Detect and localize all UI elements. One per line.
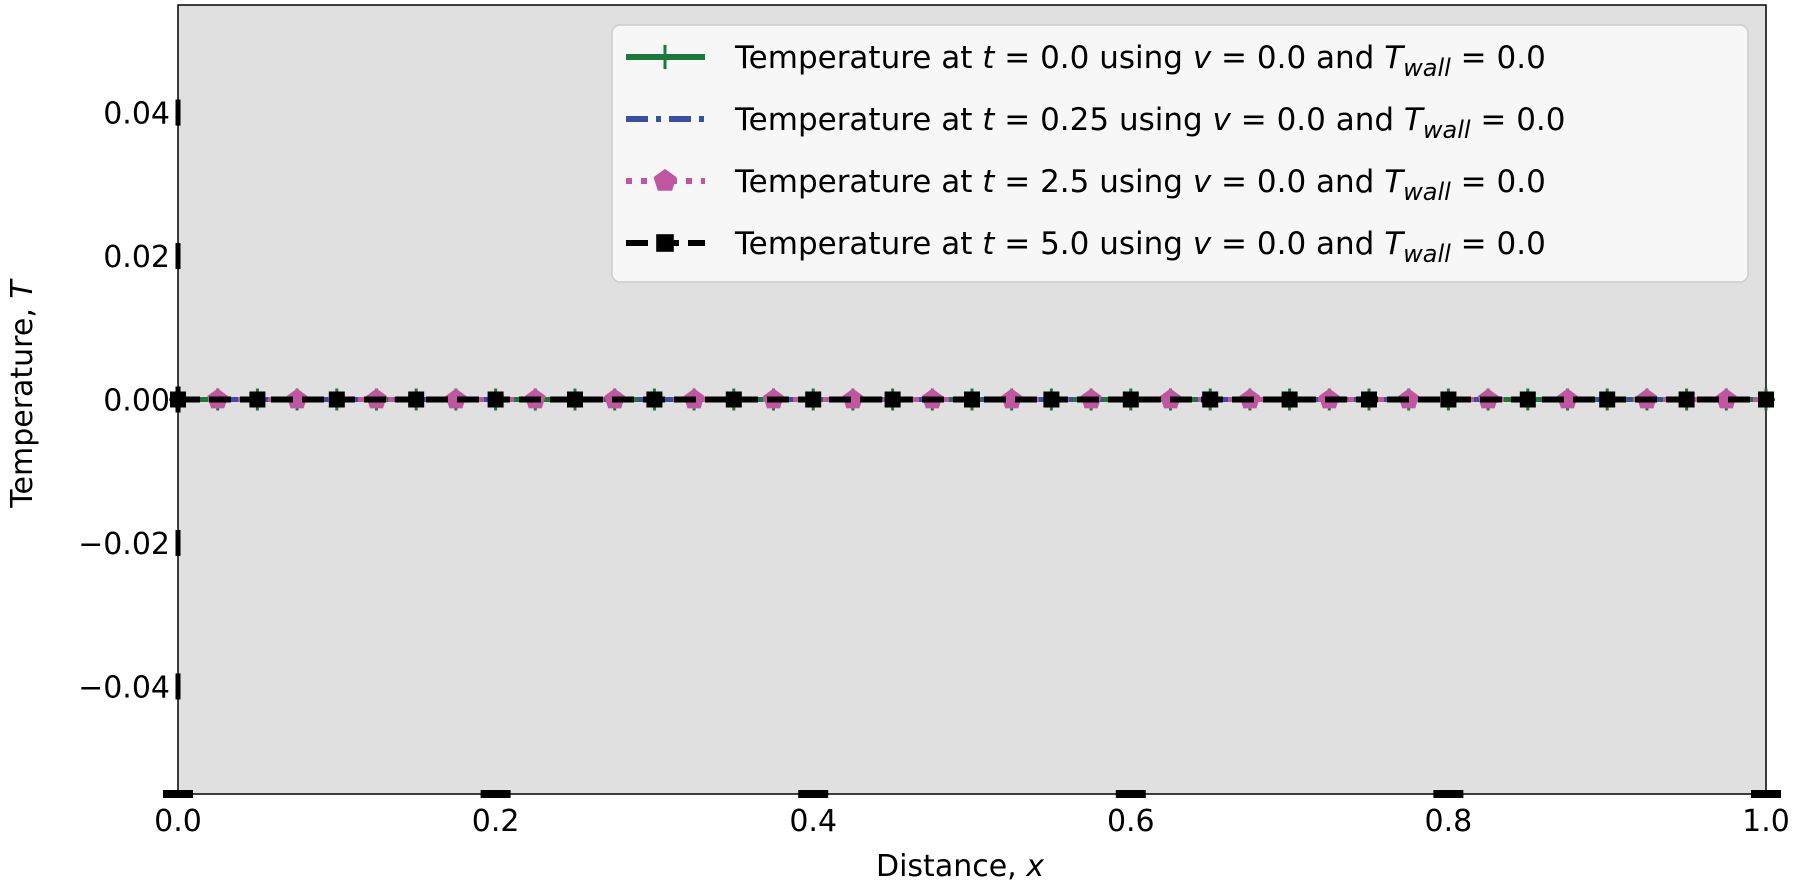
y-axis-label-variable: T — [5, 278, 40, 299]
y-tick-label-4: −0.04 — [78, 670, 170, 705]
series-4-point-32 — [1440, 391, 1457, 408]
legend-label-3: Temperature at t = 2.5 using v = 0.0 and… — [734, 164, 1546, 206]
legend-marker-1 — [655, 44, 675, 70]
series-4-point-40 — [1758, 391, 1774, 408]
legend-marker-3 — [653, 168, 677, 191]
legend-label-3-part-6: wall — [1403, 178, 1451, 206]
series-4-point-6 — [408, 391, 425, 408]
series-4-point-26 — [1202, 391, 1219, 408]
series-4-point-22 — [1043, 391, 1060, 408]
x-tick-label-1: 0.2 — [472, 804, 520, 839]
series-4 — [170, 391, 1774, 408]
legend-label-4-part-7: = 0.0 — [1451, 226, 1546, 262]
y-axis-label: Temperature, T — [5, 278, 40, 509]
legend-label-4-part-1: t — [982, 226, 996, 262]
x-tick-label-0: 0.0 — [154, 804, 202, 839]
legend-label-2-part-1: t — [982, 102, 996, 138]
legend-label-2-part-4: = 0.0 and — [1231, 102, 1404, 138]
legend-label-3-part-4: = 0.0 and — [1211, 164, 1384, 200]
legend-label-1-part-5: T — [1384, 40, 1405, 76]
x-tick-label-5: 1.0 — [1742, 804, 1790, 839]
y-tick-label-3: −0.02 — [78, 527, 170, 562]
series-layer — [169, 388, 1775, 411]
series-3-point-39 — [1715, 388, 1737, 409]
legend-item-4: Temperature at t = 5.0 using v = 0.0 and… — [626, 226, 1546, 268]
legend-label-4-part-4: = 0.0 and — [1211, 226, 1384, 262]
x-axis-label-text: Distance, — [876, 849, 1026, 884]
series-3-point-21 — [1001, 388, 1023, 409]
x-axis-label-variable: x — [1025, 849, 1044, 884]
x-tick-label-4: 0.8 — [1425, 804, 1473, 839]
legend-label-3-part-0: Temperature at — [734, 164, 982, 200]
legend-label-1-part-4: = 0.0 and — [1211, 40, 1384, 76]
series-4-point-18 — [884, 391, 901, 408]
legend-label-4-part-2: = 5.0 using — [994, 226, 1192, 262]
legend-label-2-part-6: wall — [1423, 116, 1471, 144]
legend-item-3: Temperature at t = 2.5 using v = 0.0 and… — [626, 164, 1546, 206]
series-4-point-8 — [487, 391, 504, 408]
series-4-point-2 — [249, 391, 266, 408]
legend-label-1-part-2: = 0.0 using — [994, 40, 1192, 76]
legend-label-4: Temperature at t = 5.0 using v = 0.0 and… — [734, 226, 1546, 268]
legend-label-2-part-2: = 0.25 using — [994, 102, 1212, 138]
legend-label-1-part-7: = 0.0 — [1451, 40, 1546, 76]
legend-label-4-part-3: v — [1193, 226, 1212, 262]
y-tick-label-0: 0.04 — [103, 97, 170, 132]
legend-label-3-part-1: t — [982, 164, 996, 200]
legend-item-1: Temperature at t = 0.0 using v = 0.0 and… — [626, 40, 1546, 82]
series-3-point-35 — [1557, 388, 1578, 409]
series-4-point-30 — [1361, 391, 1377, 408]
legend-label-2: Temperature at t = 0.25 using v = 0.0 an… — [734, 102, 1566, 144]
legend-label-2-part-7: = 0.0 — [1471, 102, 1566, 138]
series-4-point-24 — [1122, 391, 1139, 408]
series-4-point-20 — [964, 391, 980, 408]
series-4-point-28 — [1281, 391, 1298, 408]
legend-marker-4 — [656, 234, 674, 252]
legend-label-1: Temperature at t = 0.0 using v = 0.0 and… — [734, 40, 1546, 82]
legend: Temperature at t = 0.0 using v = 0.0 and… — [611, 24, 1749, 283]
legend-label-1-part-3: v — [1193, 40, 1212, 76]
series-4-point-4 — [328, 391, 345, 408]
series-3-point-17 — [842, 388, 864, 409]
series-4-point-38 — [1678, 391, 1695, 408]
legend-label-1-part-1: t — [982, 40, 996, 76]
legend-label-3-part-3: v — [1193, 164, 1212, 200]
legend-label-2-part-3: v — [1213, 102, 1232, 138]
y-axis-label-text: Temperature, — [5, 299, 40, 509]
legend-label-4-part-0: Temperature at — [734, 226, 982, 262]
x-tick-label-3: 0.6 — [1107, 804, 1155, 839]
legend-box — [611, 24, 1749, 283]
series-4-point-12 — [646, 391, 663, 408]
series-3-point-3 — [286, 388, 308, 409]
x-tick-label-2: 0.4 — [789, 804, 837, 839]
legend-label-3-part-5: T — [1384, 164, 1405, 200]
legend-label-2-part-0: Temperature at — [734, 102, 982, 138]
legend-item-2: Temperature at t = 0.25 using v = 0.0 an… — [626, 102, 1566, 144]
y-tick-label-2: 0.00 — [103, 384, 170, 419]
series-4-point-34 — [1519, 391, 1536, 408]
series-4-point-10 — [567, 391, 583, 408]
axes-layer: 0.0 0.2 0.4 0.6 0.8 1.0 0.04 0.02 0.00 −0.02 −0.04 — [78, 97, 1790, 839]
series-3-point-7 — [445, 388, 467, 409]
series-4-point-16 — [805, 391, 822, 408]
legend-label-4-part-6: wall — [1403, 240, 1451, 268]
y-tick-label-1: 0.02 — [103, 240, 170, 275]
series-4-point-14 — [725, 391, 742, 408]
x-axis-label: Distance, x — [876, 849, 1044, 884]
legend-label-1-part-0: Temperature at — [734, 40, 982, 76]
series-4-point-36 — [1599, 391, 1616, 408]
legend-label-1-part-6: wall — [1403, 54, 1451, 82]
legend-label-4-part-5: T — [1384, 226, 1405, 262]
legend-label-3-part-7: = 0.0 — [1451, 164, 1546, 200]
legend-label-2-part-5: T — [1404, 102, 1425, 138]
legend-label-3-part-2: = 2.5 using — [994, 164, 1192, 200]
